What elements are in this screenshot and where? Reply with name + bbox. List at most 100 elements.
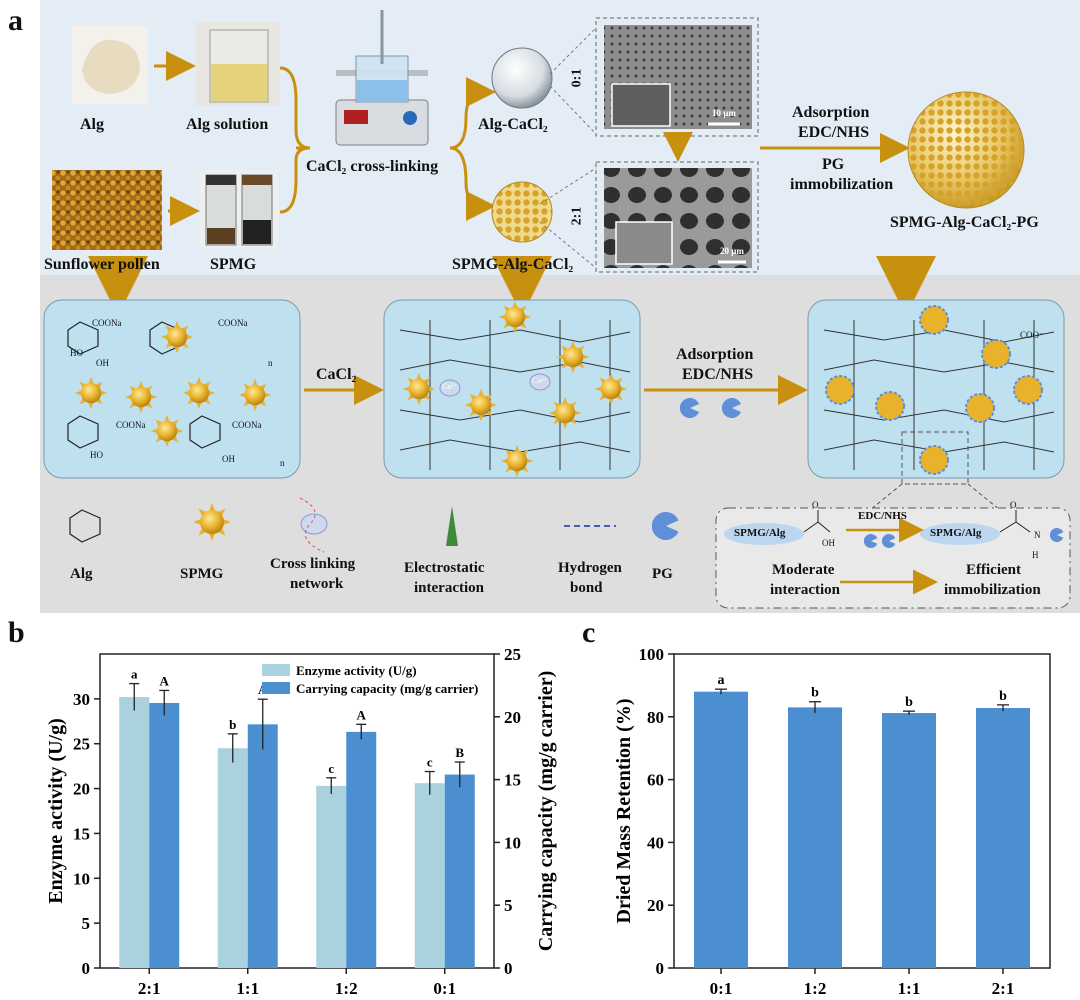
y-tick-label: 100 bbox=[639, 645, 665, 664]
spmg-alg-cacl2-bead bbox=[491, 181, 553, 243]
plot-frame bbox=[673, 653, 1051, 969]
y-tick-label: 10 bbox=[73, 869, 90, 888]
crosslinked-network-box bbox=[383, 299, 641, 479]
label-alg-solution: Alg solution bbox=[186, 116, 269, 133]
x-tick-label: 1:2 bbox=[804, 979, 827, 998]
label-coona-4: COONa bbox=[232, 420, 262, 430]
inset-label-n: N bbox=[1034, 530, 1041, 540]
label-edc-nhs-mid: EDC/NHS bbox=[682, 366, 754, 383]
y2-tick-label: 20 bbox=[504, 708, 521, 727]
label-oh-1: OH bbox=[96, 358, 109, 368]
inset-label-efficient-1: Efficient bbox=[966, 562, 1021, 578]
legend-label-spmg: SPMG bbox=[180, 566, 224, 582]
legend-label-hbond-1: Hydrogen bbox=[558, 560, 622, 576]
y-tick-label: 20 bbox=[647, 896, 664, 915]
label-ca-2: Ca²⁺ bbox=[532, 376, 548, 385]
schematic-figure bbox=[40, 0, 1080, 613]
legend-label-hbond-2: bond bbox=[570, 580, 603, 596]
y-tick-label: 0 bbox=[656, 959, 665, 978]
label-sunflower-pollen: Sunflower pollen bbox=[44, 256, 160, 273]
sunflower-pollen-image bbox=[52, 170, 162, 250]
legend-alg-structure bbox=[69, 509, 101, 543]
alg-powder-image bbox=[72, 26, 148, 104]
sem-image-top bbox=[595, 17, 759, 137]
y-axis-label: Dried Mass Retention (%) bbox=[613, 699, 635, 924]
label-sem-scale-top: 10 μm bbox=[712, 108, 736, 118]
y2-tick-label: 5 bbox=[504, 896, 513, 915]
label-sem-scale-bottom: 20 μm bbox=[720, 246, 744, 256]
alg-spmg-mixture-box bbox=[43, 299, 301, 479]
pg-loaded-spheres bbox=[825, 305, 1043, 475]
label-pg-immobilization-1: PG bbox=[822, 156, 845, 173]
significance-label: A bbox=[357, 707, 367, 722]
label-adsorption-top: Adsorption bbox=[792, 104, 870, 121]
plot-frame bbox=[99, 653, 495, 969]
network-box2 bbox=[399, 320, 631, 470]
panel-label-a: a bbox=[8, 4, 23, 37]
legend-label-pg: PG bbox=[652, 566, 673, 582]
label-product: SPMG-Alg-CaCl₂-PG bbox=[890, 214, 1039, 231]
x-tick-label: 1:1 bbox=[898, 979, 921, 998]
y2-tick-label: 25 bbox=[504, 645, 521, 664]
sem-image-bottom bbox=[595, 161, 759, 273]
y-tick-label: 0 bbox=[82, 959, 91, 978]
y2-tick-label: 10 bbox=[504, 833, 521, 852]
inset-label-h: H bbox=[1032, 550, 1039, 560]
label-ho-1: HO bbox=[70, 348, 83, 358]
legend-electrostatic-icon bbox=[446, 506, 458, 546]
label-n-1: n bbox=[268, 358, 273, 368]
significance-label: b bbox=[999, 689, 1007, 704]
label-sem-ratio-bottom: 2:1 bbox=[569, 206, 585, 226]
significance-label: A bbox=[160, 673, 170, 688]
legend-label-electro-1: Electrostatic bbox=[404, 560, 485, 576]
significance-label: B bbox=[455, 745, 464, 760]
y-tick-label: 5 bbox=[82, 914, 91, 933]
magnetic-stirrer bbox=[335, 10, 429, 146]
bar bbox=[444, 774, 475, 968]
y2-tick-label: 15 bbox=[504, 771, 521, 790]
inset-label-moderate-1: Moderate bbox=[772, 562, 835, 578]
y2-axis-label: Carrying capacity (mg/g carrier) bbox=[535, 671, 557, 951]
label-alg: Alg bbox=[80, 116, 104, 133]
panel-label-b: b bbox=[8, 616, 25, 649]
legend-label: Carrying capacity (mg/g carrier) bbox=[296, 681, 478, 696]
x-tick-label: 0:1 bbox=[710, 979, 733, 998]
bar bbox=[882, 713, 936, 968]
legend-label: Enzyme activity (U/g) bbox=[296, 663, 417, 678]
x-tick-label: 1:1 bbox=[236, 979, 259, 998]
significance-label: b bbox=[811, 686, 819, 701]
chart-c: 0 20 40 60 80 100 Dried Mass Retention (%) 0:1 a… bbox=[613, 645, 1051, 998]
inset-label-right: SPMG/Alg bbox=[930, 527, 982, 539]
y-axis-label: Enzyme activity (U/g) bbox=[45, 718, 67, 904]
panel-label-c: c bbox=[582, 616, 596, 649]
inset-label-efficient-2: immobilization bbox=[944, 582, 1041, 598]
y-tick-label: 20 bbox=[73, 780, 90, 799]
label-coona-2: COONa bbox=[218, 318, 248, 328]
bar bbox=[346, 731, 377, 968]
significance-label: c bbox=[427, 755, 433, 770]
y-tick-label: 15 bbox=[73, 824, 90, 843]
label-adsorption-mid: Adsorption bbox=[676, 346, 754, 363]
inset-label-o2: O bbox=[1010, 500, 1017, 510]
significance-label: b bbox=[905, 695, 913, 710]
bar bbox=[119, 697, 150, 968]
inset-label-left: SPMG/Alg bbox=[734, 527, 786, 539]
inset-label-o1: O bbox=[812, 500, 819, 510]
legend-swatch bbox=[262, 664, 290, 676]
bar bbox=[217, 748, 248, 968]
y-tick-label: 80 bbox=[647, 708, 664, 727]
bar bbox=[247, 724, 278, 968]
label-ca-1: Ca²⁺ bbox=[442, 382, 458, 391]
label-coona-1: COONa bbox=[92, 318, 122, 328]
label-pg-immobilization-2: immobilization bbox=[790, 176, 894, 193]
label-oh-2: OH bbox=[222, 454, 235, 464]
label-ho-2: HO bbox=[90, 450, 103, 460]
x-tick-label: 2:1 bbox=[992, 979, 1015, 998]
x-tick-label: 0:1 bbox=[433, 979, 456, 998]
label-coo-minus: COO⁻ bbox=[1020, 330, 1044, 340]
bar bbox=[316, 785, 347, 968]
inset-label-edc: EDC/NHS bbox=[858, 510, 907, 522]
label-spmg: SPMG bbox=[210, 256, 257, 273]
significance-label: b bbox=[229, 717, 236, 732]
label-edc-nhs-top: EDC/NHS bbox=[798, 124, 870, 141]
